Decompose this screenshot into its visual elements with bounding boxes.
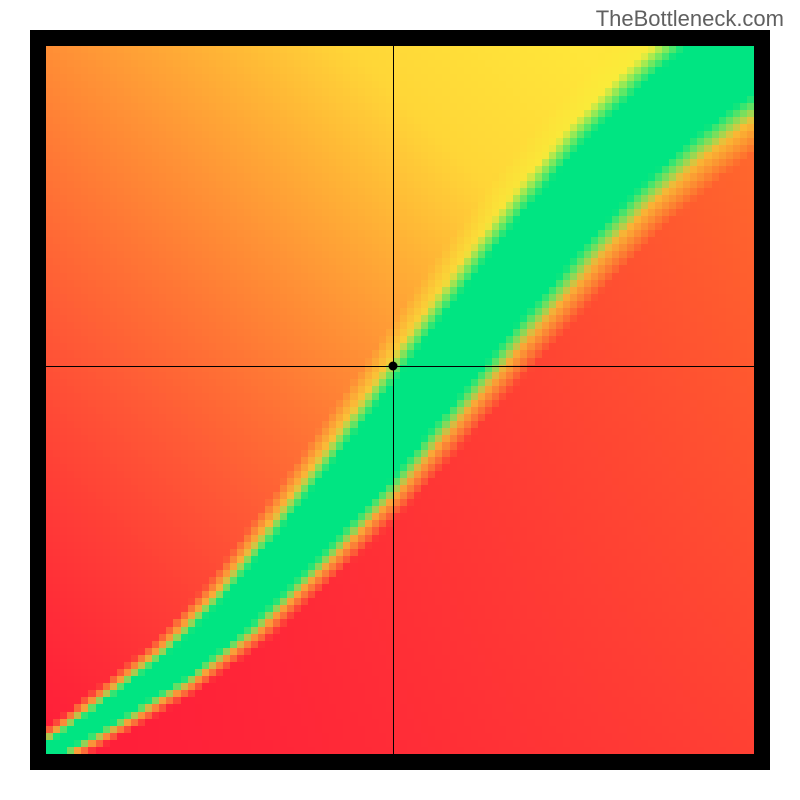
crosshair-vertical [393,46,394,754]
crosshair-horizontal [46,366,754,367]
chart-container: TheBottleneck.com [0,0,800,800]
heatmap-canvas [46,46,754,754]
heatmap-frame [30,30,770,770]
watermark-text: TheBottleneck.com [596,6,784,32]
heatmap-plot [46,46,754,754]
crosshair-marker-dot [388,362,397,371]
